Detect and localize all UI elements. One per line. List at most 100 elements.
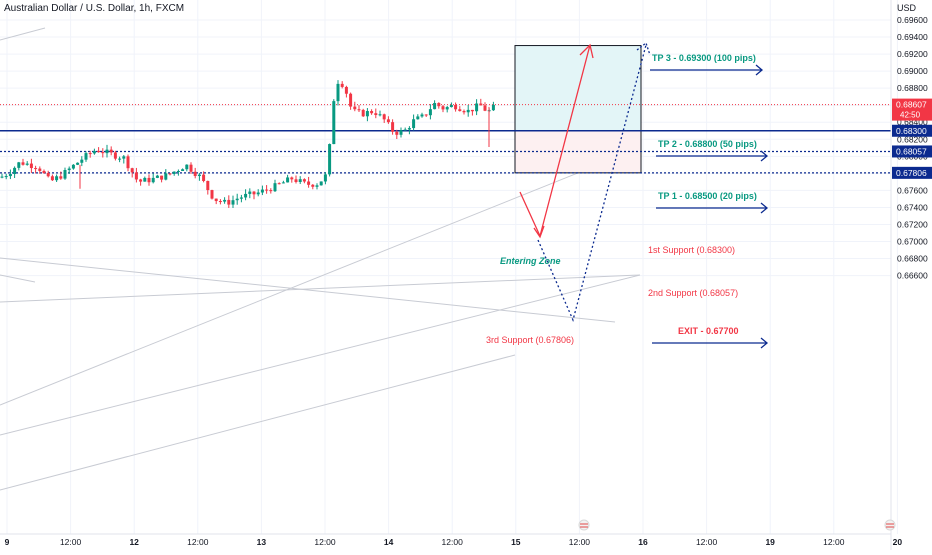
trade-zone <box>514 45 642 174</box>
candle-body <box>8 174 12 177</box>
candle-body <box>21 162 25 165</box>
candle-body <box>197 174 201 177</box>
candle-body <box>302 179 306 182</box>
price-tick-label: 0.68400 <box>897 117 928 127</box>
currency-label: USD <box>897 3 917 13</box>
price-axis[interactable]: 0.69600 0.69400 0.69200 0.69000 0.68800 0.686… <box>890 0 932 550</box>
candle-body <box>139 179 143 182</box>
target-arrow-head <box>760 202 769 214</box>
candle-body <box>353 106 357 110</box>
time-tick-label: 12 <box>129 537 139 547</box>
price-tag <box>892 145 932 158</box>
price-tick-label: 0.66800 <box>897 254 928 264</box>
time-tick-label: 12:00 <box>823 537 845 547</box>
candle-body <box>17 162 21 168</box>
time-tick-label: 14 <box>384 537 394 547</box>
candle-body <box>281 182 285 184</box>
candle-body <box>357 109 361 111</box>
candle-body <box>176 170 180 172</box>
candle-body <box>126 156 130 169</box>
target-label: TP 2 - 0.68800 (50 pips) <box>658 139 757 149</box>
trend-line <box>0 147 641 406</box>
candle-body <box>88 153 92 155</box>
candle-body <box>63 170 67 179</box>
candle-body <box>395 131 399 135</box>
time-axis[interactable]: 9 12:00 12 12:00 13 12:00 14 12:00 15 12:00 16 12:0… <box>0 519 902 547</box>
candle-body <box>46 173 50 177</box>
candle-body <box>80 159 84 163</box>
candle-body <box>168 173 172 175</box>
candle-body <box>470 109 474 112</box>
time-tick-label: 12:00 <box>442 537 464 547</box>
candle-body <box>323 174 327 182</box>
price-tag-value: 0.68300 <box>896 126 927 136</box>
candle-body <box>248 191 252 194</box>
candle-body <box>50 176 54 181</box>
candle-body <box>38 168 42 171</box>
candle-body <box>256 192 260 195</box>
candle-body <box>286 177 290 183</box>
candle-body <box>210 190 214 199</box>
candle-body <box>97 150 101 153</box>
price-tick-label: 0.67000 <box>897 237 928 247</box>
candle-body <box>403 129 407 131</box>
candle-body <box>462 111 466 113</box>
price-tick-label: 0.69000 <box>897 66 928 76</box>
candle-body <box>277 183 281 185</box>
support-1-label: 1st Support (0.68300) <box>648 245 735 255</box>
time-tick-label: 12:00 <box>696 537 718 547</box>
time-tick-label: 12:00 <box>314 537 336 547</box>
candle-body <box>466 109 470 113</box>
candle-body <box>252 191 256 195</box>
candle-body <box>491 104 495 111</box>
target-label: EXIT - 0.67700 <box>678 326 739 336</box>
price-tick-label: 0.67600 <box>897 185 928 195</box>
arrow-head <box>533 225 545 239</box>
candle-body <box>332 101 336 145</box>
candle-body <box>412 119 416 129</box>
candle-body <box>399 130 403 135</box>
trend-line <box>0 257 616 323</box>
alternative-projection-path <box>537 44 647 322</box>
level-labels: Entering Zone 1st Support (0.68300) 2nd Su… <box>486 53 769 349</box>
price-tick-label: 0.67400 <box>897 202 928 212</box>
candle-body <box>84 153 88 160</box>
candle-body <box>164 173 168 180</box>
projection-arrows <box>519 41 651 322</box>
candle-body <box>105 149 109 154</box>
trend-line <box>0 354 516 491</box>
trend-line <box>0 27 46 41</box>
candle-body <box>160 175 164 180</box>
candle-body <box>298 179 302 182</box>
target-label: TP 3 - 0.69300 (100 pips) <box>652 53 756 63</box>
time-tick-label: 15 <box>511 537 521 547</box>
target-label: TP 1 - 0.68500 (20 pips) <box>658 191 757 201</box>
candle-body <box>134 172 138 180</box>
target-arrow-head <box>755 64 764 76</box>
price-tick-label: 0.68200 <box>897 134 928 144</box>
us-flag-icon <box>578 519 590 531</box>
candle-body <box>67 168 71 171</box>
candle-body <box>218 201 222 203</box>
candle-body <box>437 103 441 107</box>
chart-title: Australian Dollar / U.S. Dollar, 1h, FXC… <box>4 3 185 14</box>
candle-body <box>143 177 147 182</box>
candle-body <box>155 175 159 178</box>
candle-body <box>25 163 29 165</box>
price-tag-value: 0.67806 <box>896 168 927 178</box>
candle-body <box>361 109 365 117</box>
candle-body <box>294 179 298 182</box>
candle-body <box>424 114 428 116</box>
candle-body <box>202 174 206 181</box>
target-arrow-head <box>760 337 769 349</box>
candle-body <box>214 198 218 202</box>
candle-body <box>239 197 243 199</box>
price-tick-label: 0.69400 <box>897 32 928 42</box>
candle-body <box>265 189 269 191</box>
candle-body <box>458 109 462 112</box>
time-tick-label: 13 <box>257 537 267 547</box>
candle-body <box>181 169 185 171</box>
candle-body <box>344 86 348 94</box>
